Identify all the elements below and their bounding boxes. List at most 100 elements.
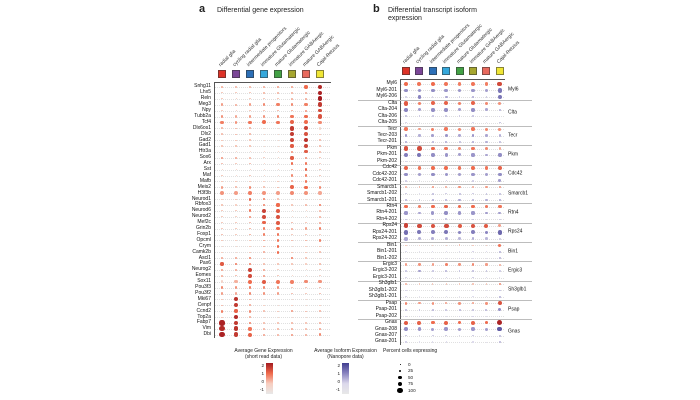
expression-dot	[472, 192, 474, 195]
row-gridline	[401, 329, 504, 331]
expression-dot	[485, 108, 488, 112]
expression-dot	[276, 233, 280, 236]
expression-dot	[249, 110, 251, 112]
expression-dot	[220, 186, 224, 189]
expression-dot	[277, 316, 279, 318]
expression-dot	[305, 239, 307, 242]
expression-dot	[485, 315, 487, 317]
expression-dot	[457, 320, 462, 325]
expression-dot	[291, 269, 293, 271]
expression-dot	[291, 239, 293, 242]
expression-dot	[318, 280, 322, 284]
expression-dot	[263, 310, 265, 312]
gene-label: Eomes	[195, 272, 211, 279]
expression-dot	[405, 251, 407, 253]
expression-dot	[431, 302, 435, 305]
expression-dot	[248, 215, 252, 219]
expression-dot	[235, 163, 237, 165]
isoform-label: Ergic3-201	[372, 273, 397, 280]
expression-dot	[431, 198, 435, 202]
expression-dot	[277, 275, 279, 277]
gene-label: Rtn4	[386, 202, 397, 209]
expression-dot	[405, 315, 407, 317]
expression-dot	[247, 279, 253, 284]
expression-dot	[221, 316, 223, 318]
expression-dot	[458, 218, 461, 221]
expression-dot	[499, 160, 501, 162]
expression-dot	[457, 166, 462, 170]
expression-dot	[418, 269, 421, 273]
expression-dot	[445, 276, 447, 279]
expression-dot	[430, 146, 435, 151]
gene-label: Neurod2	[191, 213, 211, 220]
expression-dot	[484, 230, 489, 235]
expression-dot	[417, 327, 422, 331]
expression-dot	[457, 223, 462, 228]
isoform-label: Tecr-201	[377, 138, 397, 145]
expression-dot	[289, 125, 295, 131]
expression-dot	[221, 180, 223, 182]
expression-dot	[458, 276, 461, 279]
expression-dot	[263, 239, 265, 242]
expression-dot	[290, 114, 294, 119]
row-gridline	[215, 299, 330, 301]
expression-dot	[305, 292, 307, 295]
expression-dot	[305, 210, 307, 212]
expression-dot	[248, 321, 252, 325]
expression-dot	[458, 302, 461, 305]
expression-dot	[405, 276, 407, 279]
expression-dot	[471, 211, 475, 215]
expression-dot	[444, 101, 449, 106]
expression-dot	[262, 227, 266, 231]
group-separator	[358, 203, 532, 205]
expression-dot	[221, 245, 223, 247]
expression-dot	[431, 211, 435, 215]
expression-dot	[221, 204, 223, 206]
expression-dot	[263, 110, 265, 112]
expression-dot	[405, 244, 407, 246]
expression-dot	[319, 221, 321, 224]
expression-dot	[497, 326, 503, 332]
expression-dot	[472, 160, 474, 162]
expression-dot	[404, 237, 408, 241]
isoform-label: Psap-201	[375, 306, 397, 313]
group-separator	[358, 145, 532, 147]
expression-dot	[485, 115, 488, 117]
expression-dot	[471, 263, 475, 266]
expression-dot	[430, 81, 435, 87]
expression-dot	[221, 92, 223, 94]
expression-dot	[249, 133, 251, 136]
expression-dot	[432, 283, 434, 285]
expression-dot	[472, 186, 474, 189]
expression-dot	[304, 174, 308, 177]
row-gridline	[215, 140, 330, 142]
expression-dot	[471, 134, 475, 138]
expression-dot	[485, 283, 487, 285]
expression-dot	[498, 334, 501, 337]
expression-dot	[262, 274, 266, 278]
expression-dot	[235, 86, 237, 88]
expression-dot	[444, 263, 448, 267]
expression-dot	[318, 185, 322, 189]
percent-size-label: 75	[408, 381, 414, 387]
expression-dot	[498, 308, 502, 312]
expression-dot	[263, 133, 265, 135]
gene-label: Sox6	[199, 154, 211, 161]
expression-dot	[276, 239, 280, 242]
expression-dot	[319, 292, 321, 295]
expression-dot	[233, 314, 239, 320]
gene-label: H3f3b	[197, 189, 211, 196]
expression-dot	[277, 127, 279, 129]
expression-dot	[277, 133, 279, 135]
expression-dot	[499, 121, 501, 124]
group-separator	[358, 183, 532, 185]
expression-dot	[497, 165, 502, 170]
row-gridline	[401, 303, 504, 305]
expression-dot	[444, 211, 448, 215]
expression-dot	[233, 320, 239, 326]
expression-dot	[445, 122, 447, 124]
row-gridline	[215, 175, 330, 177]
expression-dot	[418, 160, 420, 162]
expression-dot	[247, 191, 253, 196]
expression-dot	[289, 191, 295, 196]
